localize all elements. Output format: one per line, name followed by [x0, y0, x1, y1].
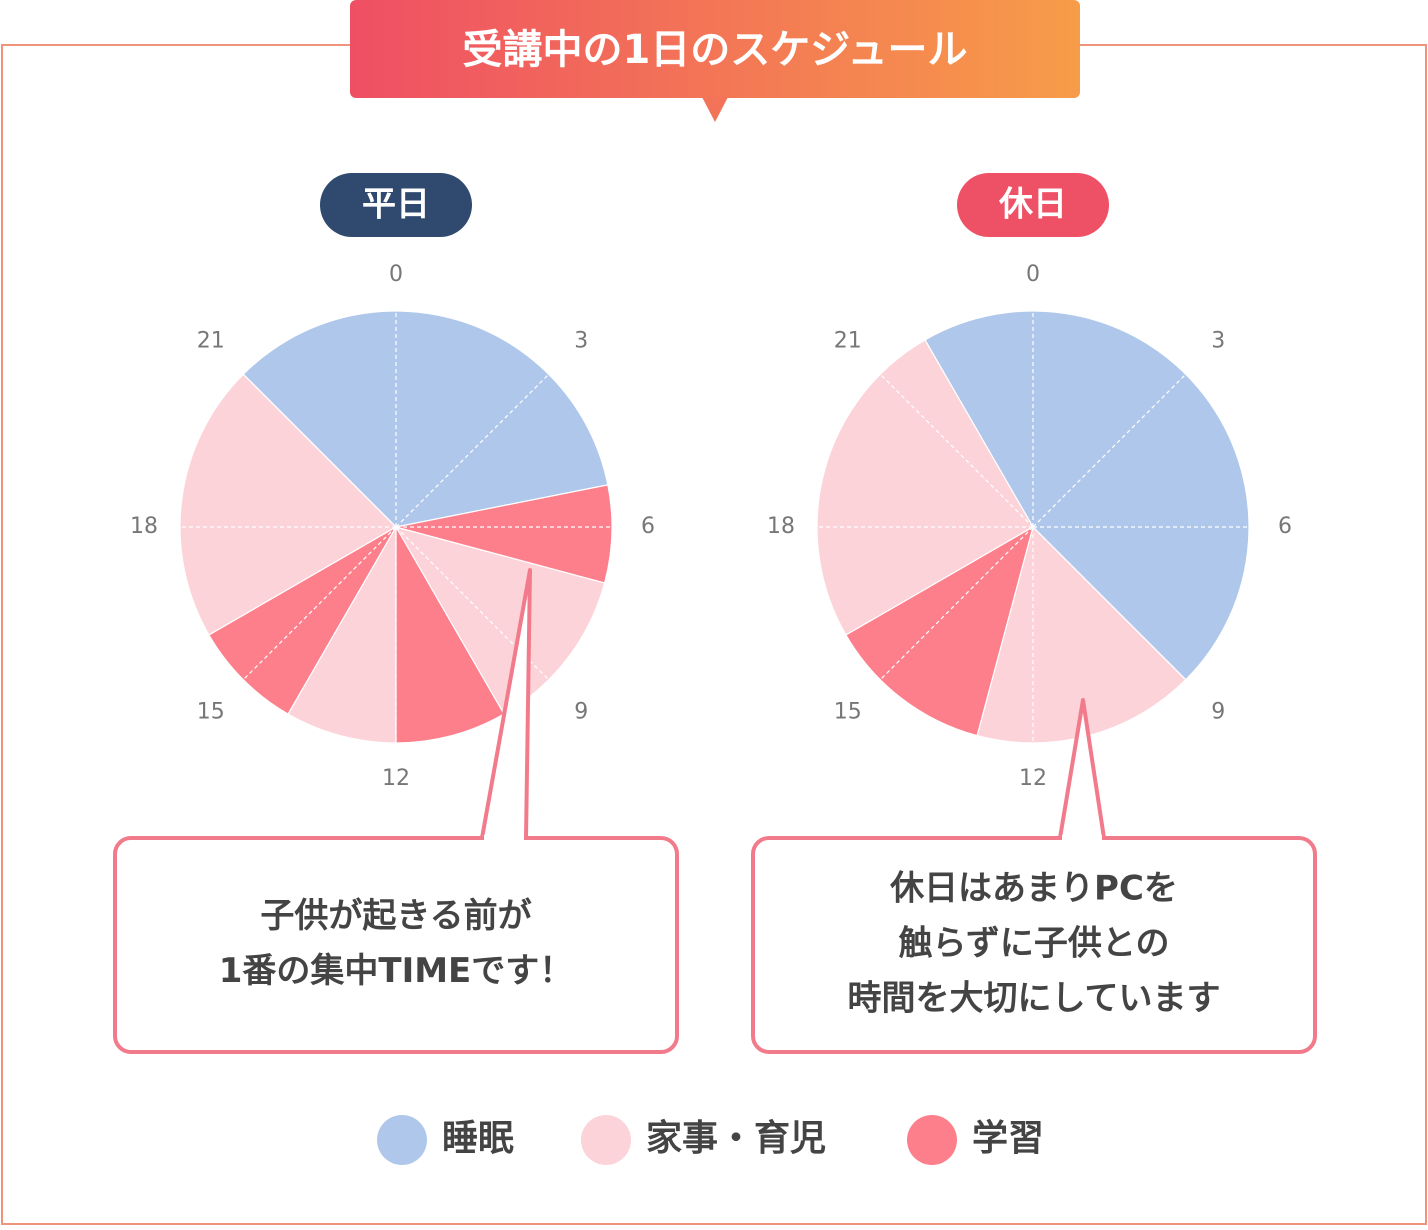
hour-label: 9 — [574, 699, 588, 724]
pie-segment — [242, 310, 609, 528]
callout-text: 休日はあまりPCを — [889, 869, 1178, 909]
charts: 平日 0 3 6 9 12 15 18 21 子供が起きる前が 1番の集中TIMEです！ 休日 0 3 6 9… — [113, 173, 1317, 1054]
hour-label: 15 — [197, 699, 225, 724]
legend-label: 家事・育児 — [646, 1118, 826, 1159]
pie-segment — [287, 524, 397, 744]
callout-pointer — [480, 568, 532, 839]
title-pointer — [702, 97, 728, 122]
pie-segment — [924, 310, 1250, 681]
hour-label: 21 — [197, 329, 225, 354]
day-pill — [320, 173, 472, 237]
legend-swatch — [377, 1115, 427, 1165]
hour-label: 0 — [1026, 262, 1040, 287]
hour-line — [242, 373, 397, 528]
hour-label: 3 — [574, 329, 588, 354]
hour-label: 15 — [834, 699, 862, 724]
hour-line — [1032, 373, 1187, 528]
legend-label: 学習 — [972, 1117, 1044, 1159]
hour-label: 18 — [767, 514, 795, 539]
hour-label: 12 — [382, 766, 410, 791]
legend-swatch — [581, 1115, 631, 1165]
legend-swatch — [907, 1115, 957, 1165]
callout-text: 子供が起きる前が — [260, 896, 531, 936]
hour-label: 9 — [1211, 699, 1225, 724]
callout-text: 触らずに子供との — [899, 924, 1170, 964]
hour-line — [395, 373, 550, 528]
day-label: 休日 — [998, 185, 1067, 225]
hour-label: 21 — [834, 329, 862, 354]
day-label: 平日 — [362, 185, 430, 225]
hour-line — [242, 526, 397, 681]
pie-segment — [395, 484, 613, 584]
hour-line — [1032, 526, 1187, 681]
hour-label: 6 — [641, 514, 655, 539]
callout-box — [113, 836, 679, 1054]
hour-line — [879, 526, 1034, 681]
callout-text: 1番の集中TIMEです！ — [219, 951, 574, 991]
pie-segment — [179, 373, 397, 636]
legend-label: 睡眠 — [442, 1118, 514, 1159]
hour-label: 3 — [1211, 329, 1225, 354]
hour-label: 0 — [389, 262, 403, 287]
hour-line — [879, 373, 1034, 528]
day-pill — [957, 173, 1109, 237]
legend: 睡眠 家事・育児 学習 — [377, 1115, 1044, 1165]
hour-label: 12 — [1019, 766, 1047, 791]
pie-segment — [395, 524, 505, 744]
callout-text: 時間を大切にしています — [848, 979, 1221, 1019]
title: 受講中の1日のスケジュール — [462, 27, 967, 73]
pie-segment — [816, 339, 1034, 636]
title-banner — [350, 0, 1080, 98]
hour-line — [395, 526, 550, 681]
hour-label: 6 — [1278, 514, 1292, 539]
callout-box — [751, 836, 1317, 1054]
hour-label: 18 — [130, 514, 158, 539]
callout-pointer — [1058, 698, 1106, 839]
pie-segment — [845, 525, 1034, 737]
